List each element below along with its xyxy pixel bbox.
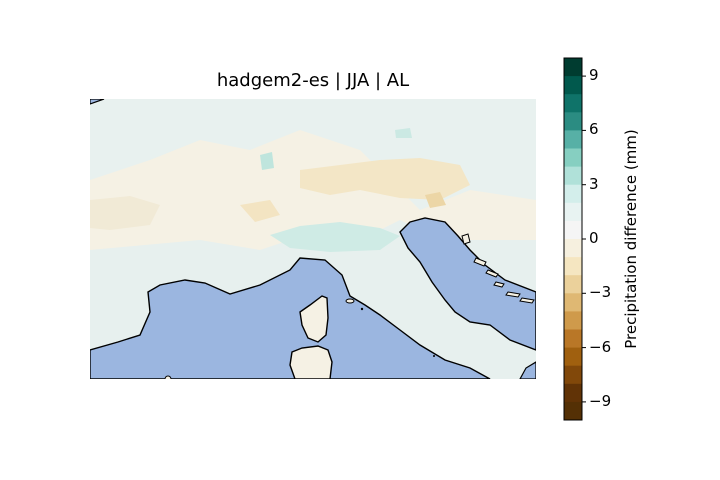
- colorbar: [563, 57, 586, 421]
- colorbar-segment: [564, 257, 582, 276]
- small-island: [433, 355, 435, 357]
- colorbar-segment: [564, 365, 582, 385]
- precip-region-tan: [300, 158, 470, 200]
- colorbar-tick-label: 9: [589, 66, 599, 85]
- colorbar-segment: [564, 401, 582, 421]
- colorbar-segment: [564, 311, 582, 330]
- dalmatian-island: [505, 291, 521, 298]
- precip-spot-tan: [240, 200, 280, 222]
- sea-corner-nw: [90, 99, 105, 105]
- adriatic-sea: [399, 217, 536, 351]
- colorbar-segment: [564, 239, 582, 258]
- dalmatian-island: [493, 281, 505, 288]
- map-panel: [90, 99, 536, 379]
- colorbar-tick-label: −3: [589, 283, 612, 302]
- corsica-island: [299, 295, 329, 343]
- colorbar-segment: [564, 76, 582, 95]
- precip-spot-tan-2: [425, 192, 446, 208]
- colorbar-segment: [564, 275, 582, 294]
- colorbar-segment: [564, 94, 582, 113]
- sea-corner-se: [519, 361, 536, 379]
- precip-spot-teal-2: [395, 128, 412, 138]
- dalmatian-island: [461, 233, 471, 245]
- colorbar-segment: [564, 58, 582, 77]
- colorbar-segment: [564, 202, 582, 222]
- colorbar-segment: [564, 329, 582, 349]
- colorbar-tick-label: −6: [589, 337, 612, 356]
- colorbar-title: Precipitation difference (mm): [622, 129, 640, 349]
- colorbar-segment: [564, 347, 582, 367]
- dalmatian-island: [519, 297, 535, 304]
- elba-island: [345, 298, 355, 304]
- colorbar-segment: [564, 148, 582, 168]
- sardinia-island: [289, 345, 333, 379]
- precip-region-tan-west: [90, 196, 160, 230]
- tyrrhenian-sea: [90, 257, 491, 379]
- colorbar-tick-label: 6: [589, 120, 599, 139]
- colorbar-segment: [564, 112, 582, 131]
- colorbar-tick-label: 0: [589, 229, 599, 247]
- colorbar-segment: [564, 166, 582, 186]
- colorbar-segment: [564, 184, 582, 204]
- map-title: hadgem2-es | JJA | AL: [216, 70, 410, 91]
- dalmatian-island: [473, 257, 487, 267]
- precip-region-teal: [270, 222, 400, 252]
- colorbar-segment: [564, 220, 582, 240]
- dalmatian-island: [485, 269, 499, 278]
- colorbar-segment: [564, 383, 582, 403]
- colorbar-tick-label: 3: [589, 174, 599, 193]
- small-island: [360, 307, 364, 311]
- precip-spot-teal: [260, 152, 274, 170]
- small-island: [164, 375, 172, 379]
- colorbar-segment: [564, 130, 582, 149]
- colorbar-segment: [564, 293, 582, 312]
- colorbar-tick-label: −9: [589, 391, 612, 410]
